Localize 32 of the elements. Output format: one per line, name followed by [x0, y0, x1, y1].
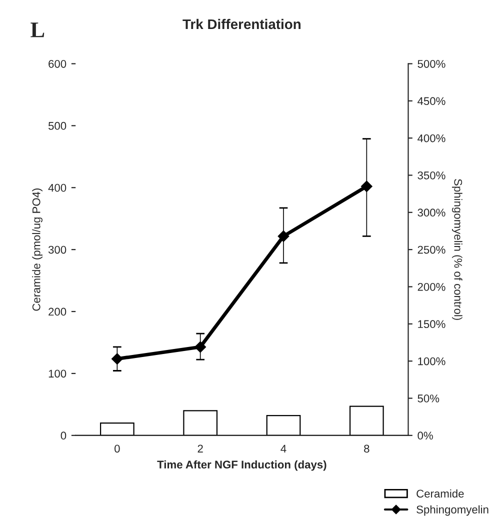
y2-tick-label: 300%: [418, 208, 446, 217]
y-axis-title: Ceramide (pmol/ug PO4): [32, 188, 42, 311]
x-tick-label: 4: [280, 444, 286, 452]
x-tick-label: 8: [364, 444, 370, 453]
y2-tick-label: 200%: [418, 283, 446, 291]
x-tick-label: 2: [198, 444, 203, 452]
y2-tick-label: 0%: [418, 432, 433, 440]
x-axis-title: Time After NGF Induction (days): [157, 460, 326, 471]
y2-axis-title: Sphingomyelin (% of control): [452, 179, 462, 320]
y2-tick-label: 350%: [418, 171, 446, 180]
y-tick-label: 600: [48, 60, 66, 68]
y2-tick-label: 400%: [418, 134, 446, 142]
y2-tick-label: 500%: [418, 60, 446, 68]
point: [278, 230, 290, 242]
text: L: [30, 22, 44, 38]
y-tick-label: 100: [48, 370, 66, 378]
y2-tick-label: 250%: [418, 246, 446, 254]
y-tick-label: 400: [48, 184, 66, 192]
y-tick-label: 300: [48, 246, 66, 254]
y-tick-label: 200: [48, 308, 66, 316]
y2-tick-label: 100%: [418, 357, 446, 366]
chart-title: Trk Differentiation: [182, 18, 300, 30]
y-tick-label: 0: [60, 432, 66, 440]
y2-tick-label: 150%: [418, 320, 446, 328]
point: [112, 353, 123, 364]
y-tick-label: 500: [48, 122, 66, 130]
legend-label: Ceramide: [416, 489, 464, 498]
x-tick-label: 0: [114, 444, 120, 453]
y2-tick-label: 50%: [418, 394, 440, 402]
point: [194, 341, 206, 353]
y2-tick-label: 450%: [418, 97, 446, 106]
legend-label: Sphingomyelin: [416, 505, 488, 516]
